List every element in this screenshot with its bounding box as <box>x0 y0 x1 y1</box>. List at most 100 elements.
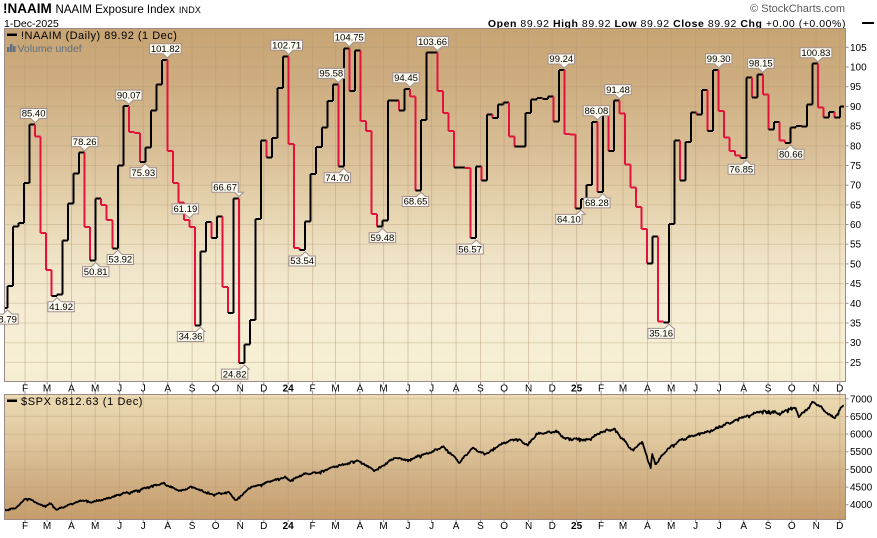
svg-text:105: 105 <box>850 43 867 54</box>
svg-text:30: 30 <box>850 338 862 349</box>
svg-text:64.10: 64.10 <box>557 215 581 226</box>
svg-text:D: D <box>836 521 843 532</box>
svg-text:O: O <box>212 521 220 532</box>
svg-text:35: 35 <box>850 319 862 330</box>
svg-text:D: D <box>260 521 267 532</box>
svg-text:J: J <box>406 384 411 395</box>
svg-text:J: J <box>693 521 698 532</box>
svg-text:56.57: 56.57 <box>458 244 482 255</box>
svg-text:25: 25 <box>571 384 583 395</box>
svg-text:24.82: 24.82 <box>223 369 247 380</box>
svg-text:M: M <box>619 384 627 395</box>
svg-text:59.48: 59.48 <box>371 233 395 244</box>
svg-text:45: 45 <box>850 279 862 290</box>
svg-text:N: N <box>813 521 820 532</box>
svg-text:O: O <box>500 521 508 532</box>
svg-text:A: A <box>68 384 75 395</box>
svg-text:F: F <box>598 384 604 395</box>
svg-text:M: M <box>619 521 627 532</box>
svg-text:53.92: 53.92 <box>108 255 132 266</box>
svg-text:J: J <box>717 384 722 395</box>
svg-text:J: J <box>406 521 411 532</box>
svg-text:24: 24 <box>283 521 295 532</box>
svg-text:50: 50 <box>850 259 862 270</box>
svg-text:M: M <box>43 521 51 532</box>
svg-text:99.24: 99.24 <box>549 54 573 65</box>
svg-text:Volume undef: Volume undef <box>18 43 82 55</box>
svg-text:A: A <box>357 521 364 532</box>
svg-text:M: M <box>379 384 387 395</box>
svg-text:A: A <box>740 521 747 532</box>
svg-text:J: J <box>141 384 146 395</box>
svg-text:F: F <box>310 521 316 532</box>
svg-text:53.54: 53.54 <box>290 256 314 267</box>
svg-text:98.15: 98.15 <box>749 59 773 70</box>
svg-text:91.48: 91.48 <box>606 85 630 96</box>
svg-text:41.92: 41.92 <box>49 302 73 313</box>
svg-text:N: N <box>237 521 244 532</box>
svg-text:85: 85 <box>850 122 862 133</box>
svg-text:5000: 5000 <box>850 465 873 476</box>
svg-text:7000: 7000 <box>850 394 873 405</box>
svg-text:101.82: 101.82 <box>151 44 180 55</box>
svg-text:75.93: 75.93 <box>131 168 155 179</box>
svg-text:O: O <box>500 384 508 395</box>
svg-text:F: F <box>22 384 28 395</box>
svg-text:4500: 4500 <box>850 483 873 494</box>
svg-text:104.75: 104.75 <box>335 33 364 44</box>
svg-text:99.30: 99.30 <box>707 54 731 65</box>
svg-text:95.58: 95.58 <box>319 69 343 80</box>
svg-text:S: S <box>765 521 772 532</box>
svg-text:38.79: 38.79 <box>0 314 17 325</box>
svg-text:90.07: 90.07 <box>117 90 141 101</box>
svg-text:N: N <box>525 384 532 395</box>
svg-text:J: J <box>117 384 122 395</box>
svg-text:61.19: 61.19 <box>174 204 198 215</box>
svg-text:A: A <box>453 521 460 532</box>
svg-text:6500: 6500 <box>850 412 873 423</box>
svg-text:25: 25 <box>850 358 862 369</box>
svg-text:70: 70 <box>850 181 862 192</box>
svg-text:A: A <box>164 384 171 395</box>
svg-text:N: N <box>525 521 532 532</box>
svg-text:5500: 5500 <box>850 447 873 458</box>
svg-text:M: M <box>379 521 387 532</box>
svg-text:M: M <box>91 521 99 532</box>
svg-text:D: D <box>260 384 267 395</box>
svg-text:A: A <box>164 521 171 532</box>
svg-text:65: 65 <box>850 200 862 211</box>
svg-text:80.66: 80.66 <box>779 149 803 160</box>
svg-text:M: M <box>667 384 675 395</box>
svg-text:M: M <box>331 384 339 395</box>
svg-text:J: J <box>117 521 122 532</box>
svg-text:S: S <box>477 384 484 395</box>
svg-text:85.40: 85.40 <box>22 109 46 120</box>
svg-text:O: O <box>212 384 220 395</box>
svg-text:A: A <box>644 384 651 395</box>
svg-text:102.71: 102.71 <box>272 41 301 52</box>
svg-text:A: A <box>357 384 364 395</box>
svg-text:6000: 6000 <box>850 430 873 441</box>
svg-text:68.28: 68.28 <box>585 198 609 209</box>
svg-text:J: J <box>717 521 722 532</box>
svg-text:80: 80 <box>850 141 862 152</box>
svg-text:F: F <box>598 521 604 532</box>
svg-text:S: S <box>189 384 196 395</box>
svg-text:J: J <box>429 384 434 395</box>
svg-text:103.66: 103.66 <box>418 37 447 48</box>
svg-text:!NAAIM (Daily) 89.92 (1 Dec): !NAAIM (Daily) 89.92 (1 Dec) <box>21 30 177 42</box>
svg-text:68.65: 68.65 <box>404 197 428 208</box>
svg-text:M: M <box>91 384 99 395</box>
svg-text:78.26: 78.26 <box>73 137 97 148</box>
svg-text:J: J <box>429 521 434 532</box>
svg-text:M: M <box>43 384 51 395</box>
svg-text:A: A <box>453 384 460 395</box>
svg-text:76.85: 76.85 <box>729 164 753 175</box>
svg-text:35.16: 35.16 <box>649 329 673 340</box>
svg-text:M: M <box>667 521 675 532</box>
svg-text:A: A <box>740 384 747 395</box>
svg-text:F: F <box>22 521 28 532</box>
svg-text:40: 40 <box>850 299 862 310</box>
svg-text:86.08: 86.08 <box>585 106 609 117</box>
svg-text:$SPX 6812.63 (1 Dec): $SPX 6812.63 (1 Dec) <box>21 396 143 408</box>
